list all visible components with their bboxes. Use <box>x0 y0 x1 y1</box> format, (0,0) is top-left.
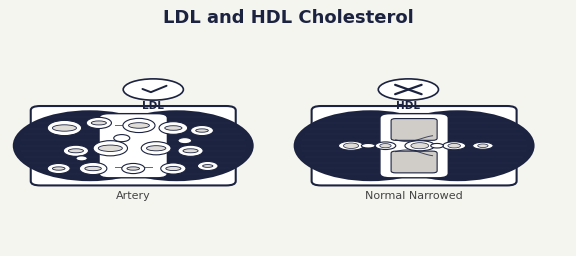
Text: HDL: HDL <box>396 101 420 111</box>
Ellipse shape <box>361 143 375 148</box>
Circle shape <box>47 120 82 136</box>
Circle shape <box>122 163 145 174</box>
Ellipse shape <box>127 167 139 170</box>
Circle shape <box>159 122 188 134</box>
Ellipse shape <box>448 144 461 148</box>
Ellipse shape <box>166 166 181 170</box>
Ellipse shape <box>478 144 488 147</box>
FancyBboxPatch shape <box>99 114 168 178</box>
Circle shape <box>63 145 89 156</box>
Ellipse shape <box>472 142 493 149</box>
Ellipse shape <box>443 142 466 150</box>
Circle shape <box>79 163 107 175</box>
Circle shape <box>76 156 88 161</box>
Circle shape <box>161 163 186 174</box>
Text: Normal Narrowed: Normal Narrowed <box>365 191 463 201</box>
Ellipse shape <box>203 165 213 167</box>
Ellipse shape <box>123 79 183 100</box>
FancyBboxPatch shape <box>380 114 448 178</box>
Text: LDL and HDL Cholesterol: LDL and HDL Cholesterol <box>162 9 414 27</box>
Ellipse shape <box>378 79 438 100</box>
Ellipse shape <box>380 144 391 148</box>
Ellipse shape <box>91 121 107 125</box>
FancyBboxPatch shape <box>391 119 437 140</box>
Text: LDL: LDL <box>142 101 164 111</box>
Ellipse shape <box>343 143 359 148</box>
FancyBboxPatch shape <box>31 106 236 185</box>
Text: Artery: Artery <box>116 191 150 201</box>
Circle shape <box>86 117 111 129</box>
Circle shape <box>141 142 171 155</box>
Ellipse shape <box>85 166 101 171</box>
Ellipse shape <box>431 143 444 148</box>
Ellipse shape <box>52 167 65 170</box>
Ellipse shape <box>375 142 396 150</box>
Ellipse shape <box>411 143 429 149</box>
Ellipse shape <box>98 145 122 152</box>
Circle shape <box>123 118 155 133</box>
FancyBboxPatch shape <box>391 151 437 173</box>
Ellipse shape <box>100 110 253 181</box>
Ellipse shape <box>196 129 209 132</box>
Circle shape <box>178 145 203 156</box>
Circle shape <box>178 138 192 144</box>
Circle shape <box>93 141 127 156</box>
Ellipse shape <box>294 110 448 181</box>
Ellipse shape <box>13 110 167 181</box>
Ellipse shape <box>339 141 363 150</box>
Ellipse shape <box>381 110 535 181</box>
Ellipse shape <box>146 146 166 151</box>
Circle shape <box>198 162 218 170</box>
Circle shape <box>47 163 70 174</box>
Ellipse shape <box>405 141 435 151</box>
Circle shape <box>113 135 130 142</box>
Ellipse shape <box>52 125 77 131</box>
FancyBboxPatch shape <box>312 106 517 185</box>
Ellipse shape <box>69 149 84 153</box>
Ellipse shape <box>165 126 182 130</box>
Ellipse shape <box>128 123 149 128</box>
Ellipse shape <box>183 149 198 153</box>
Circle shape <box>191 125 214 136</box>
